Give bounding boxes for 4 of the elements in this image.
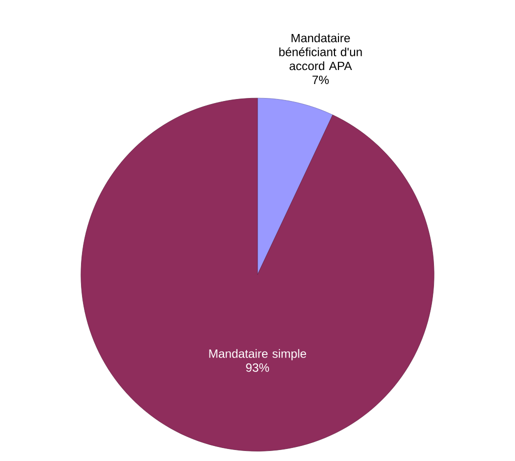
data-label: 7% bbox=[312, 76, 329, 84]
data-label: 93% bbox=[246, 363, 270, 372]
slice-label: Mandataire bénéficiant d'un accord APA bbox=[279, 34, 362, 70]
slice-label: Mandataire simple bbox=[209, 349, 306, 360]
